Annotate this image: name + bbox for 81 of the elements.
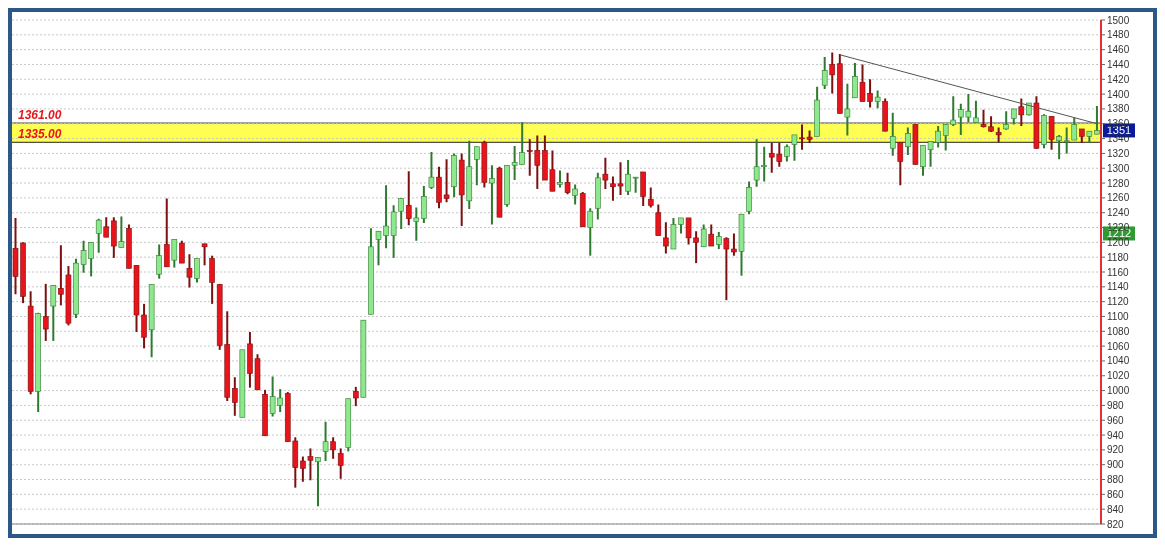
candlestick [663, 221, 669, 255]
y-tick-label: 1320 [1107, 147, 1130, 159]
candlestick [413, 206, 420, 242]
y-tick-label: 960 [1107, 414, 1125, 426]
candlestick [232, 376, 238, 417]
candlestick [186, 253, 193, 289]
y-tick-label: 1420 [1107, 73, 1130, 85]
candlestick [421, 185, 427, 225]
y-tick-label: 1400 [1107, 88, 1130, 100]
candlestick [330, 436, 336, 460]
y-tick-label: 920 [1107, 444, 1125, 456]
y-tick-label: 1460 [1107, 44, 1130, 56]
candlestick [1003, 110, 1009, 131]
candlestick [163, 197, 170, 268]
candlestick [708, 223, 715, 248]
candlestick [209, 254, 215, 305]
y-tick-label: 1280 [1107, 177, 1130, 189]
candlestick [322, 420, 329, 462]
candlestick [564, 171, 571, 196]
y-tick-label: 1240 [1107, 207, 1130, 219]
y-tick-label: 840 [1107, 503, 1125, 515]
candlestick [428, 150, 435, 190]
candlestick [821, 56, 828, 90]
y-tick-label: 860 [1107, 488, 1125, 500]
candlestick [103, 216, 110, 239]
candlestick [897, 141, 904, 187]
candlestick [156, 243, 162, 280]
candlestick [95, 217, 102, 254]
y-tick-label: 1260 [1107, 192, 1130, 204]
candlestick [852, 61, 858, 99]
candlestick [42, 282, 49, 342]
y-tick-label: 1180 [1107, 251, 1129, 263]
ref-line-label: 1335.00 [18, 127, 62, 142]
candlestick [1018, 97, 1025, 127]
y-tick-label: 1500 [1107, 14, 1130, 26]
y-tick-label: 1140 [1107, 281, 1129, 293]
candlestick [405, 170, 412, 227]
candlestick [1048, 115, 1055, 151]
candlestick [171, 238, 178, 269]
candlestick [50, 284, 57, 342]
y-tick-label: 820 [1107, 518, 1125, 530]
candlestick [1056, 133, 1062, 161]
y-tick-label: 1100 [1107, 311, 1129, 323]
y-tick-label: 900 [1107, 459, 1125, 471]
y-tick-label: 1160 [1107, 266, 1129, 278]
candlestick [118, 215, 125, 249]
candlestick [194, 257, 200, 284]
candlestick [489, 164, 495, 226]
candlestick [602, 156, 609, 190]
candlestick [655, 203, 662, 237]
candlestick [179, 239, 185, 265]
y-tick-label: 1040 [1107, 355, 1130, 367]
y-tick-label: 1060 [1107, 340, 1130, 352]
candlestick [315, 456, 321, 508]
y-tick-label: 1200 [1107, 236, 1130, 248]
y-tick-label: 980 [1107, 399, 1125, 411]
y-tick-label: 1440 [1107, 59, 1130, 71]
y-tick-label: 1080 [1107, 325, 1130, 337]
y-tick-label: 1020 [1107, 370, 1130, 382]
candlestick [844, 82, 851, 137]
candlestick [746, 180, 752, 216]
candlestick [587, 207, 594, 257]
candlestick [905, 126, 911, 156]
y-tick-label: 1000 [1107, 385, 1130, 397]
candlestick [829, 51, 836, 95]
candlestick [647, 186, 654, 209]
y-tick-label: 1480 [1107, 29, 1130, 41]
candlestick [201, 242, 208, 267]
candlestick [337, 447, 344, 480]
y-tick-label: 1380 [1107, 103, 1130, 115]
y-tick-label: 1300 [1107, 162, 1130, 174]
ref-line-label: 1361.00 [18, 108, 62, 123]
candlestick [889, 111, 896, 157]
candlestick [474, 145, 480, 187]
candlestick [353, 385, 359, 408]
y-tick-label: 940 [1107, 429, 1125, 441]
candlestick [791, 133, 798, 162]
candlestick [700, 223, 707, 248]
y-tick-label: 880 [1107, 474, 1125, 486]
candlestick [572, 183, 578, 206]
y-tick-label: 1120 [1107, 296, 1129, 308]
